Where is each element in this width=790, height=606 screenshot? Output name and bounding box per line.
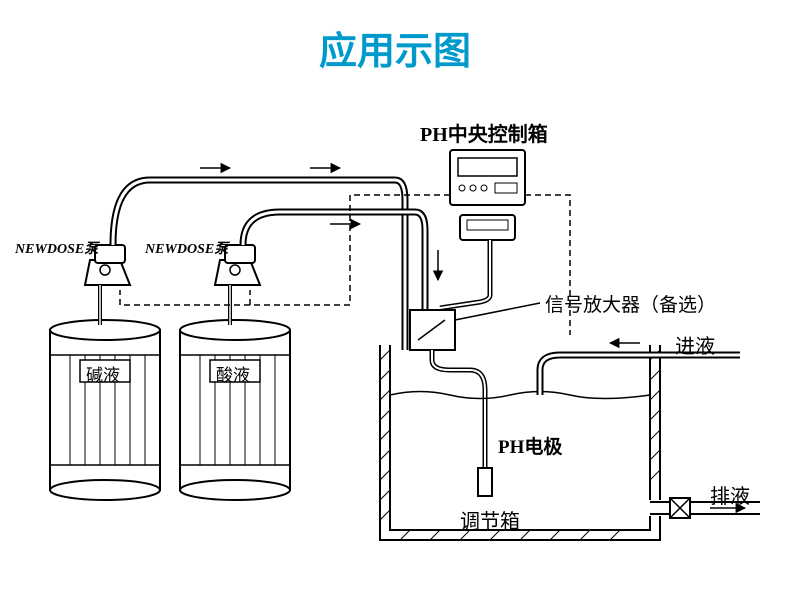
page-title: 应用示图 [0, 20, 790, 75]
ph-electrode [478, 468, 492, 496]
label-pump-2: NEWDOSE泵 [145, 238, 228, 258]
control-box [450, 150, 525, 240]
cable-controlbox-down [440, 240, 490, 308]
label-outlet: 排液 [710, 480, 750, 509]
amplifier-box [410, 310, 455, 350]
label-barrel-1: 碱液 [86, 361, 120, 386]
label-tank: 调节箱 [460, 505, 520, 534]
barrel-alkali [50, 320, 160, 500]
label-barrel-2: 酸液 [216, 361, 250, 386]
label-inlet: 进液 [675, 330, 715, 359]
label-electrode: PH电极 [498, 432, 562, 459]
barrel-acid [180, 320, 290, 500]
label-amplifier: 信号放大器（备选） [545, 290, 716, 317]
label-control-box: PH中央控制箱 [420, 118, 548, 147]
label-pump-1: NEWDOSE泵 [15, 238, 98, 258]
